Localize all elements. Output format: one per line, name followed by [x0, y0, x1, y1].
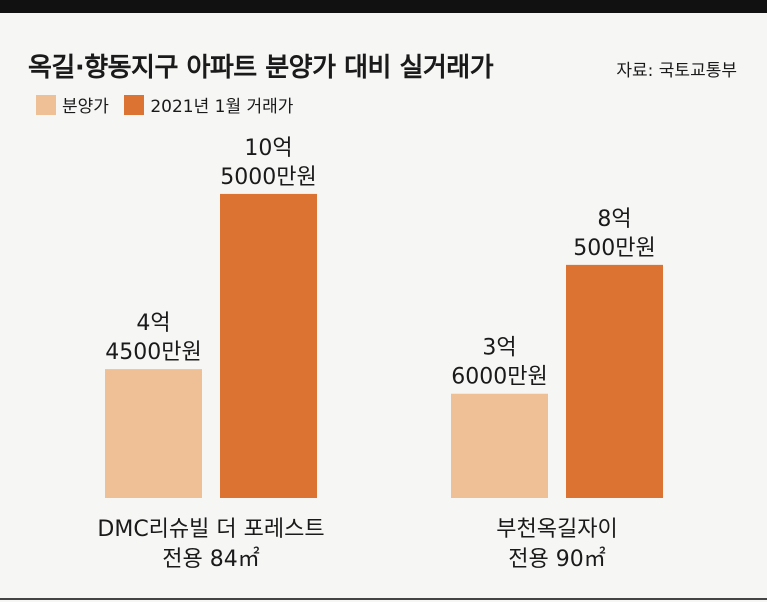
legend-item-presale: 분양가	[36, 92, 109, 117]
value-label-presale-1-line2: 4500만원	[105, 340, 201, 365]
legend: 분양가 2021년 1월 거래가	[36, 92, 303, 117]
value-label-transaction-2-line1: 8억	[597, 207, 631, 232]
legend-label-presale: 분양가	[62, 97, 109, 117]
value-label-presale-2-line2: 6000만원	[451, 365, 547, 390]
category-sublabel-1: 전용 84㎡	[162, 546, 259, 572]
legend-swatch-presale	[36, 94, 56, 115]
value-label-transaction-1-line2: 5000만원	[220, 165, 316, 190]
bar-transaction-2	[566, 264, 663, 498]
category-label-2: 부천옥길자이	[496, 517, 617, 542]
category-sublabel-2: 전용 90㎡	[508, 546, 605, 572]
legend-swatch-transaction	[124, 94, 145, 115]
bar-transaction-1	[220, 193, 317, 499]
legend-item-transaction: 2021년 1월 거래가	[124, 92, 293, 117]
top-rule	[0, 0, 767, 13]
bottom-rule	[0, 598, 767, 600]
value-label-transaction-2-line2: 500만원	[573, 236, 655, 261]
bar-presale-1	[105, 369, 202, 498]
category-label-1: DMC리슈빌 더 포레스트	[97, 517, 324, 542]
bar-presale-2	[451, 393, 548, 498]
value-label-presale-2-line1: 3억	[482, 336, 516, 361]
chart-title: 옥길·향동지구 아파트 분양가 대비 실거래가	[28, 53, 494, 83]
legend-label-transaction: 2021년 1월 거래가	[150, 97, 294, 117]
value-label-presale-1-line1: 4억	[136, 311, 170, 336]
source-note: 자료: 국토교통부	[616, 61, 737, 81]
value-label-transaction-1-line1: 10억	[244, 136, 292, 161]
